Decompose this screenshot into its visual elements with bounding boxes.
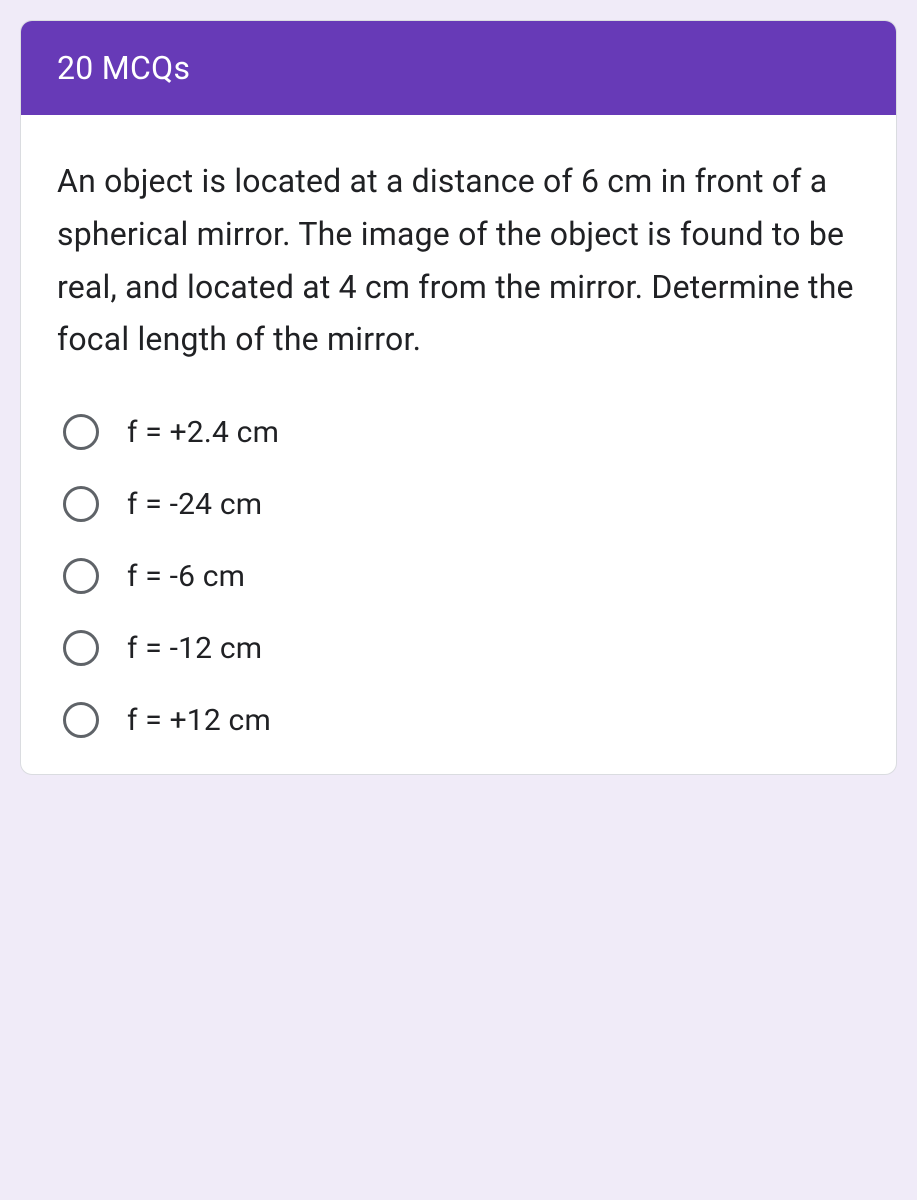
option-label: f = -24 cm bbox=[127, 487, 262, 522]
question-card: 20 MCQs An object is located at a distan… bbox=[20, 20, 897, 775]
question-text: An object is located at a distance of 6 … bbox=[57, 155, 860, 366]
radio-option[interactable]: f = +2.4 cm bbox=[63, 414, 860, 450]
section-title: 20 MCQs bbox=[57, 49, 190, 87]
option-label: f = +2.4 cm bbox=[127, 415, 279, 450]
radio-circle-icon bbox=[63, 702, 99, 738]
radio-circle-icon bbox=[63, 558, 99, 594]
option-label: f = -6 cm bbox=[127, 559, 245, 594]
card-body: An object is located at a distance of 6 … bbox=[21, 115, 896, 774]
section-header: 20 MCQs bbox=[21, 21, 896, 115]
options-group: f = +2.4 cm f = -24 cm f = -6 cm f = -12… bbox=[57, 414, 860, 738]
radio-option[interactable]: f = -12 cm bbox=[63, 630, 860, 666]
radio-circle-icon bbox=[63, 630, 99, 666]
radio-option[interactable]: f = -24 cm bbox=[63, 486, 860, 522]
option-label: f = +12 cm bbox=[127, 703, 271, 738]
radio-option[interactable]: f = +12 cm bbox=[63, 702, 860, 738]
option-label: f = -12 cm bbox=[127, 631, 262, 666]
radio-option[interactable]: f = -6 cm bbox=[63, 558, 860, 594]
radio-circle-icon bbox=[63, 414, 99, 450]
radio-circle-icon bbox=[63, 486, 99, 522]
